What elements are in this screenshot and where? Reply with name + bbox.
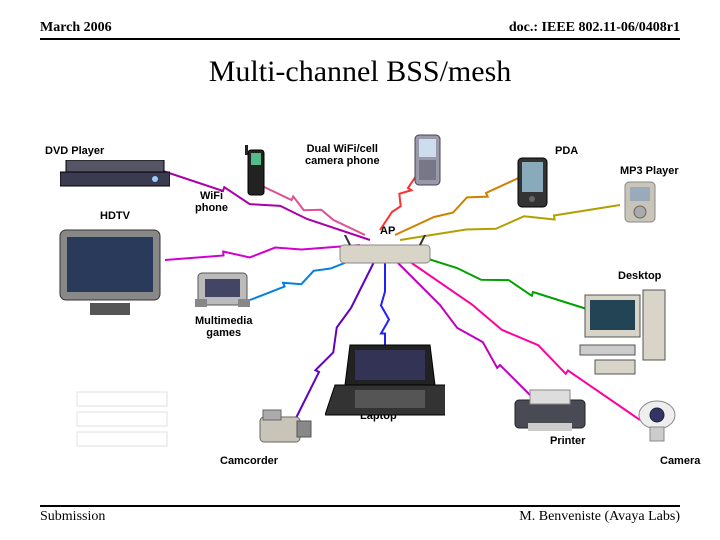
camcorder-icon — [255, 405, 315, 450]
laptop-icon — [325, 340, 445, 420]
camera-icon — [630, 395, 685, 445]
slide-footer: Submission M. Benveniste (Avaya Labs) — [40, 505, 680, 525]
footer-right: M. Benveniste (Avaya Labs) — [519, 509, 680, 525]
dualphone-label: Dual WiFi/cell camera phone — [305, 143, 380, 167]
misc-stack-icon — [75, 390, 170, 450]
hdtv-icon — [55, 225, 165, 320]
games-label: Multimedia games — [195, 315, 252, 339]
mp3-icon — [620, 180, 660, 225]
network-diagram: DVD Player HDTV WiFi phone Dual WiFi/cell c… — [0, 110, 720, 490]
hdtv-label: HDTV — [100, 210, 130, 222]
slide-header: March 2006 doc.: IEEE 802.11-06/0408r1 — [40, 20, 680, 40]
dualphone-icon — [410, 130, 445, 190]
printer-icon — [510, 385, 590, 435]
header-docref: doc.: IEEE 802.11-06/0408r1 — [509, 20, 680, 36]
header-date: March 2006 — [40, 20, 112, 36]
dvdplayer-label: DVD Player — [45, 145, 104, 157]
wifiphone-icon — [245, 145, 267, 200]
printer-label: Printer — [550, 435, 585, 447]
games-icon — [195, 265, 250, 310]
camcorder-label: Camcorder — [220, 455, 278, 467]
camera-label: Camera — [660, 455, 700, 467]
desktop-icon — [575, 285, 670, 380]
pda-icon — [515, 155, 550, 210]
wifiphone-label: WiFi phone — [195, 190, 228, 214]
slide-title: Multi-channel BSS/mesh — [0, 55, 720, 89]
pda-label: PDA — [555, 145, 578, 157]
dvdplayer-icon — [60, 160, 170, 188]
desktop-label: Desktop — [618, 270, 661, 282]
footer-left: Submission — [40, 509, 105, 525]
ap-icon — [330, 235, 440, 270]
mp3-label: MP3 Player — [620, 165, 679, 177]
